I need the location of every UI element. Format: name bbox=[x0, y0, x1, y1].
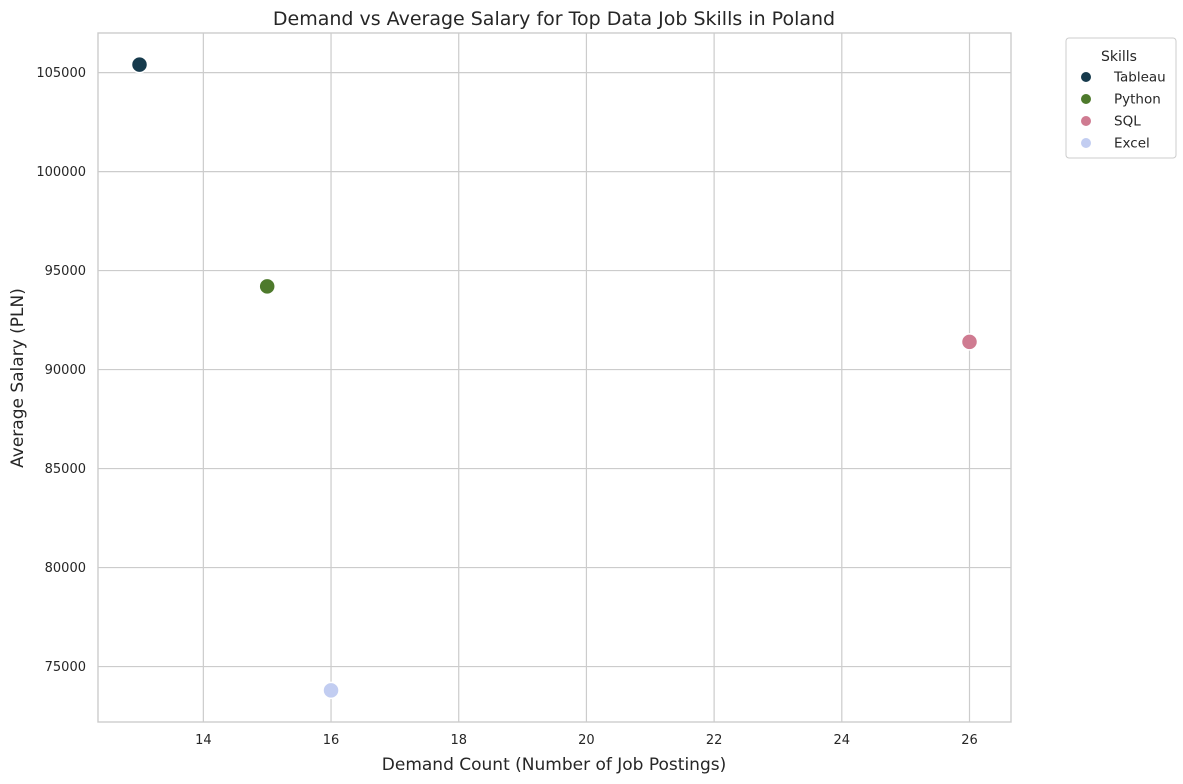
legend-label-sql: SQL bbox=[1114, 114, 1141, 130]
x-axis-label: Demand Count (Number of Job Postings) bbox=[382, 755, 726, 775]
legend-marker-python bbox=[1081, 94, 1091, 104]
y-tick-label: 80000 bbox=[45, 561, 86, 576]
point-python bbox=[258, 277, 276, 296]
x-tick-label: 26 bbox=[961, 733, 978, 748]
legend-marker-tableau bbox=[1081, 72, 1091, 82]
x-tick-labels: 14 16 18 20 22 24 26 bbox=[195, 733, 978, 748]
x-tick-label: 24 bbox=[834, 733, 851, 748]
legend-label-python: Python bbox=[1114, 92, 1161, 108]
y-tick-label: 90000 bbox=[45, 363, 86, 378]
legend-marker-sql bbox=[1081, 116, 1091, 126]
y-axis-label: Average Salary (PLN) bbox=[8, 288, 28, 468]
data-points bbox=[130, 55, 979, 700]
y-tick-labels: 75000 80000 85000 90000 95000 100000 105000 bbox=[36, 66, 86, 675]
grid-lines bbox=[98, 33, 1011, 722]
chart-title: Demand vs Average Salary for Top Data Jo… bbox=[273, 8, 835, 30]
y-tick-label: 75000 bbox=[45, 660, 86, 675]
legend-marker-excel bbox=[1081, 138, 1091, 148]
x-tick-label: 14 bbox=[195, 733, 212, 748]
y-tick-label: 95000 bbox=[45, 264, 86, 279]
plot-frame bbox=[97, 32, 1012, 723]
x-tick-label: 18 bbox=[450, 733, 467, 748]
y-tick-label: 105000 bbox=[36, 66, 86, 81]
x-tick-label: 16 bbox=[323, 733, 340, 748]
point-tableau bbox=[130, 55, 149, 74]
legend-box bbox=[1065, 37, 1177, 159]
legend-title: Skills bbox=[1101, 49, 1137, 65]
point-sql bbox=[960, 333, 979, 351]
x-tick-label: 20 bbox=[578, 733, 595, 748]
y-tick-label: 100000 bbox=[36, 165, 86, 180]
x-tick-label: 22 bbox=[706, 733, 723, 748]
point-excel bbox=[322, 681, 340, 700]
legend: Skills Tableau Python SQL Excel bbox=[1065, 37, 1177, 159]
legend-label-excel: Excel bbox=[1114, 136, 1150, 152]
y-tick-label: 85000 bbox=[45, 462, 86, 477]
legend-label-tableau: Tableau bbox=[1113, 70, 1166, 86]
